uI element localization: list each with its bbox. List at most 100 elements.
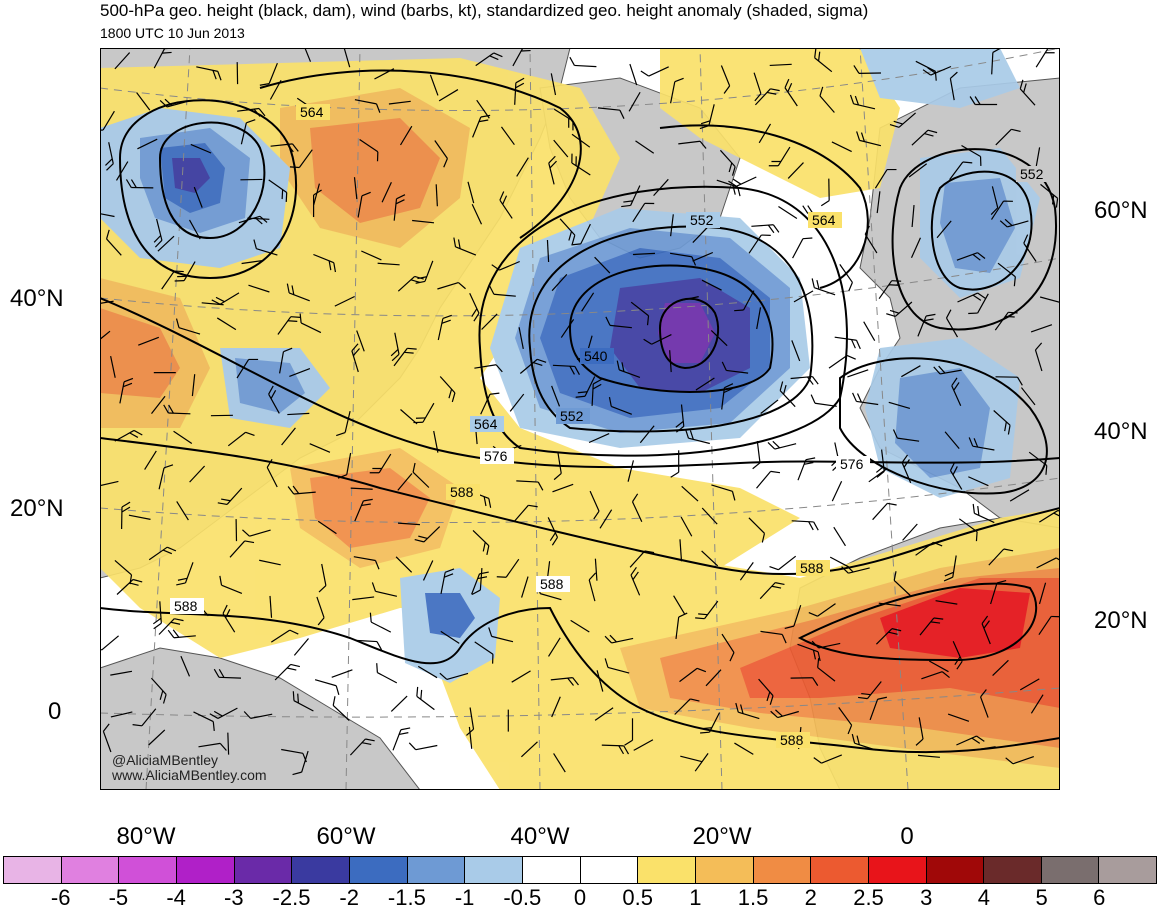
wind-barb <box>229 540 255 558</box>
wind-barb <box>397 275 424 292</box>
wind-barb <box>279 347 293 374</box>
wind-barb <box>349 738 375 756</box>
wind-barb <box>831 141 852 153</box>
wind-barb <box>471 568 483 596</box>
wind-barb <box>313 253 337 273</box>
wind-barb <box>851 733 876 751</box>
wind-barb <box>908 163 928 178</box>
wind-barb <box>1023 234 1037 262</box>
wind-barb <box>388 100 411 105</box>
contour-label: 552 <box>1020 166 1044 182</box>
wind-barb <box>132 708 157 727</box>
wind-barb <box>943 555 957 582</box>
colorbar-label: 1.5 <box>737 885 769 910</box>
contour-label-group: 564 552 564 552 540 564 552 576 576 588 <box>170 104 1050 748</box>
wind-barb <box>313 183 320 206</box>
wind-barb <box>784 78 798 107</box>
wind-barb <box>213 668 242 679</box>
contour-588-north <box>100 437 1060 576</box>
wind-barb <box>437 314 452 341</box>
wind-barb <box>520 741 538 758</box>
wind-barb <box>992 659 1009 677</box>
wind-barb <box>243 711 273 719</box>
wind-barb <box>292 750 309 776</box>
colorbar-swatch: #3a3aa0 <box>292 857 350 883</box>
colorbar-label: 0.5 <box>622 885 653 910</box>
wind-barb <box>350 487 373 490</box>
lat-label-right: 20°N <box>1094 607 1148 634</box>
wind-barb <box>100 300 114 306</box>
wind-barb <box>594 558 598 581</box>
parallel-40n <box>100 257 1060 317</box>
wind-barb <box>856 131 882 147</box>
wind-barb <box>475 52 503 67</box>
anomaly-orange-canada-core <box>310 118 440 223</box>
meridian-0 <box>859 48 909 790</box>
wind-barb <box>760 399 779 414</box>
wind-barb <box>437 281 466 290</box>
wind-barb <box>390 695 408 712</box>
wind-barb <box>604 658 630 674</box>
colorbar-swatch: #d050d8 <box>119 857 177 883</box>
wind-barb <box>988 548 1014 566</box>
wind-barb <box>841 565 870 574</box>
wind-barb <box>176 501 189 521</box>
wind-barb <box>227 732 230 755</box>
colorbar-swatch: #3c6cc0 <box>349 857 408 883</box>
wind-barb <box>472 114 491 138</box>
wind-barb <box>474 641 494 664</box>
wind-barb <box>100 211 115 218</box>
wind-barb <box>995 128 1021 146</box>
wind-barb <box>629 550 655 568</box>
colorbar-label: 6 <box>1093 885 1106 910</box>
wind-barb <box>489 285 516 297</box>
wind-barb <box>692 251 714 262</box>
wind-barb <box>956 252 986 261</box>
wind-barb <box>591 378 602 406</box>
parallel-60n <box>100 48 1060 111</box>
wind-barb <box>433 430 439 453</box>
contour-atlantic-552 <box>528 225 814 433</box>
wind-barb <box>253 239 278 256</box>
anomaly-blue-arctic <box>860 48 1020 108</box>
wind-barb <box>151 395 166 414</box>
wind-barb <box>597 107 625 119</box>
wind-barb <box>476 99 490 119</box>
wind-barb <box>354 498 373 522</box>
wind-barb <box>901 365 921 378</box>
wind-barb <box>559 218 576 245</box>
parallel-20n <box>100 477 1060 524</box>
wind-barb <box>956 735 985 746</box>
wind-barb <box>944 431 960 449</box>
wind-barb <box>872 502 897 521</box>
wind-barb <box>240 119 256 145</box>
contour-552-europe <box>930 170 1033 291</box>
wind-barb <box>596 670 604 692</box>
wind-barb <box>947 713 970 722</box>
wind-barb <box>852 392 879 406</box>
wind-barb <box>153 601 162 630</box>
wind-barb <box>1005 756 1034 765</box>
wind-barb <box>159 98 189 108</box>
wind-barb <box>496 558 520 578</box>
colorbar-swatch: #6a2aa8 <box>234 857 293 883</box>
wind-barb <box>767 440 797 450</box>
wind-barb <box>106 229 122 256</box>
wind-barb <box>605 316 632 329</box>
wind-barb <box>994 311 1018 331</box>
wind-barb <box>128 514 151 520</box>
wind-barb <box>911 205 915 228</box>
colorbar-swatch: #6a2a2a <box>984 857 1042 883</box>
wind-barb <box>1040 183 1059 208</box>
wind-barb <box>369 453 392 474</box>
wind-barb <box>281 427 296 446</box>
contour-atlantic-564 <box>478 185 848 457</box>
wind-barb <box>334 295 355 307</box>
wind-barb <box>1020 387 1036 406</box>
wind-barb <box>997 262 1016 287</box>
wind-barb <box>150 677 167 704</box>
wind-barb <box>695 600 719 620</box>
wind-barb <box>331 669 353 678</box>
wind-barb <box>752 440 761 470</box>
wind-barb <box>222 604 236 633</box>
